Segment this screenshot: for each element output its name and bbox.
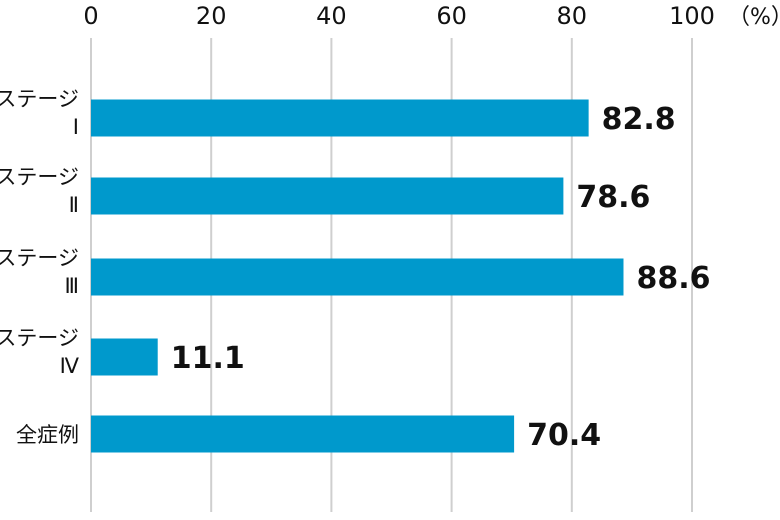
category-label-numeral: Ⅱ bbox=[69, 193, 79, 217]
x-tick-label: 80 bbox=[557, 2, 588, 30]
data-label: 82.8 bbox=[602, 102, 676, 137]
category-label: ステージ bbox=[0, 87, 79, 111]
x-tick-label: 40 bbox=[316, 2, 347, 30]
category-labels: ステージ Ⅰ ステージ Ⅱ ステージ Ⅲ ステージ Ⅳ 全症例 bbox=[0, 87, 80, 447]
category-label: ステージ bbox=[0, 326, 79, 350]
bar bbox=[91, 338, 158, 376]
x-tick-label: 0 bbox=[83, 2, 98, 30]
category-label: 全症例 bbox=[16, 423, 79, 447]
bar bbox=[91, 258, 624, 296]
data-label: 78.6 bbox=[576, 180, 650, 215]
x-tick-label: 100 bbox=[669, 2, 715, 30]
category-label-numeral: Ⅲ bbox=[65, 274, 79, 298]
unit-label: （%） bbox=[728, 5, 780, 30]
category-label: ステージ bbox=[0, 246, 79, 270]
data-label: 70.4 bbox=[527, 418, 601, 453]
category-label-numeral: Ⅳ bbox=[60, 354, 80, 378]
data-label: 11.1 bbox=[171, 341, 245, 376]
value-labels: 82.8 78.6 88.6 11.1 70.4 bbox=[171, 102, 711, 453]
data-label: 88.6 bbox=[636, 261, 710, 296]
category-label-numeral: Ⅰ bbox=[73, 115, 79, 139]
bars bbox=[91, 99, 624, 453]
bar bbox=[91, 177, 564, 215]
x-tick-label: 20 bbox=[196, 2, 227, 30]
x-axis-ticks: 0 20 40 60 80 100 bbox=[83, 2, 715, 30]
x-tick-label: 60 bbox=[436, 2, 467, 30]
category-label: ステージ bbox=[0, 165, 79, 189]
bar bbox=[91, 99, 589, 137]
bar bbox=[91, 415, 515, 453]
